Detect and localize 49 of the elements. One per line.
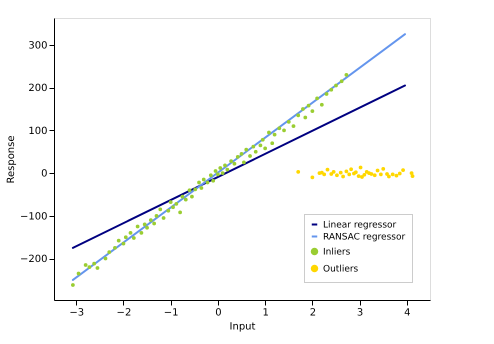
x-tick-label: −3 xyxy=(69,308,84,318)
point xyxy=(356,174,361,178)
y-tick-label: 100 xyxy=(28,126,48,137)
point xyxy=(296,170,300,174)
y-tick-label: 300 xyxy=(28,40,48,52)
point xyxy=(401,168,405,172)
x-tick-label: −2 xyxy=(116,308,132,318)
point xyxy=(329,172,334,176)
point xyxy=(379,172,383,176)
legend-label: Inliers xyxy=(323,248,351,258)
point xyxy=(410,174,414,178)
point xyxy=(398,172,402,176)
point xyxy=(362,172,366,177)
point xyxy=(410,171,414,175)
point xyxy=(310,176,314,180)
legend-label: Outliers xyxy=(323,264,359,274)
point xyxy=(394,174,398,178)
legend-label: RANSAC regressor xyxy=(323,232,406,242)
point xyxy=(326,168,330,172)
legend-label: Linear regressor xyxy=(323,220,397,230)
point xyxy=(344,170,348,174)
x-tick-label: 0 xyxy=(215,308,222,318)
y-tick-label: 200 xyxy=(28,83,48,94)
y-axis-title: Response xyxy=(6,135,18,184)
point xyxy=(332,170,336,174)
x-tick-label: 2 xyxy=(310,308,316,318)
y-tick-label: −200 xyxy=(20,254,48,266)
point xyxy=(338,170,343,175)
point xyxy=(372,173,377,178)
point xyxy=(370,172,374,176)
point xyxy=(381,166,386,171)
y-tick-label: −100 xyxy=(20,211,48,222)
point xyxy=(376,168,380,172)
x-tick-label: −1 xyxy=(164,308,179,318)
point xyxy=(387,174,391,178)
y-tick-label: 0 xyxy=(41,168,48,180)
point xyxy=(390,172,395,176)
x-tick-label: 3 xyxy=(356,308,364,318)
x-tick-label: 1 xyxy=(262,308,269,318)
point xyxy=(341,174,345,178)
x-tick-label: 4 xyxy=(404,308,411,318)
point xyxy=(360,175,364,179)
point xyxy=(347,172,352,176)
point xyxy=(335,173,339,178)
point xyxy=(322,172,326,176)
x-axis-title: Input xyxy=(230,322,256,332)
point xyxy=(349,167,353,172)
point xyxy=(385,172,389,176)
point xyxy=(358,166,362,170)
